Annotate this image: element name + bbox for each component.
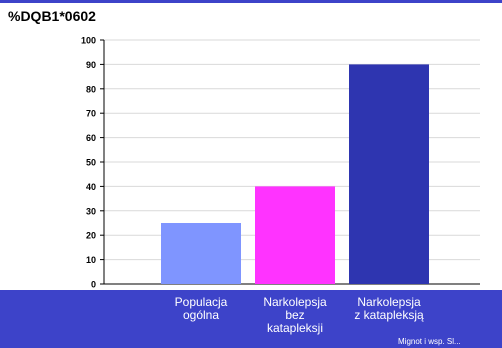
bar-2 (255, 186, 335, 284)
y-tick-label: 90 (86, 60, 96, 70)
y-tick-label: 40 (86, 182, 96, 192)
y-tick-label: 20 (86, 231, 96, 241)
category-label-line: ogólna (182, 308, 220, 322)
category-label-narkolepsja-bez-katapleksji: Narkolepsja bez katapleksji (250, 296, 340, 335)
category-label-narkolepsja-z-katapleksja: Narkolepsja z katapleksją (344, 296, 434, 322)
category-label-line: Narkolepsja (263, 295, 327, 309)
y-tick-label: 0 (91, 280, 96, 290)
y-tick-label: 60 (86, 133, 96, 143)
category-label-line: katapleksji (266, 321, 324, 335)
category-label-line: bez (285, 308, 305, 322)
category-label-line: Populacja (174, 295, 228, 309)
category-label-populacja-ogolna: Populacja ogólna (156, 296, 246, 322)
bar-3 (349, 64, 429, 285)
bar-1 (161, 223, 241, 284)
bottom-band (0, 290, 502, 348)
chart-title: %DQB1*0602 (8, 8, 96, 24)
y-tick-label: 100 (81, 36, 96, 46)
y-tick-label: 30 (86, 206, 96, 216)
y-tick-label: 70 (86, 109, 96, 119)
footer-citation: Mignot i wsp. Sl... (398, 337, 461, 346)
top-accent-bar (0, 0, 502, 3)
y-tick-label: 10 (86, 255, 96, 265)
category-label-line: z katapleksją (354, 308, 424, 322)
category-label-line: Narkolepsja (357, 295, 421, 309)
y-tick-label: 50 (86, 158, 96, 168)
y-tick-label: 80 (86, 84, 96, 94)
